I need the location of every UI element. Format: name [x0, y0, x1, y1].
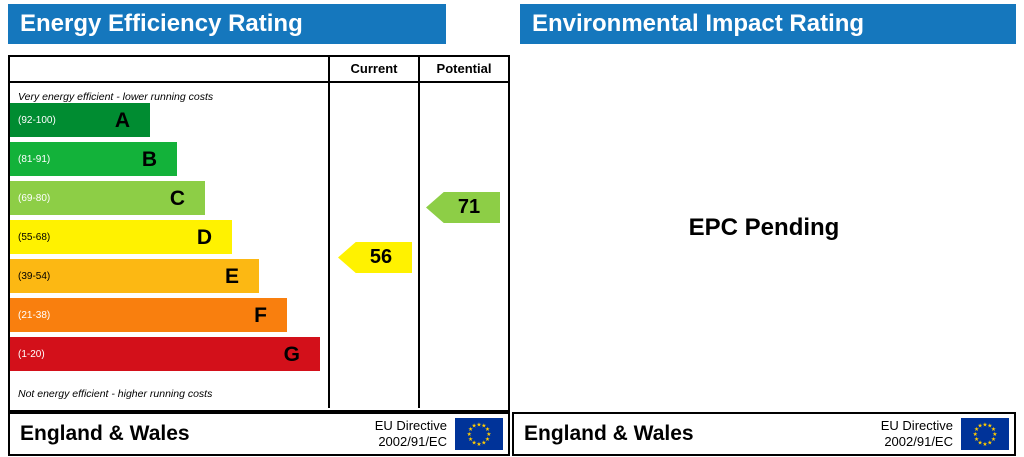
- potential-column-header: Potential: [418, 57, 508, 81]
- epc-pending-area: EPC Pending: [512, 44, 1016, 412]
- band-letter: C: [169, 186, 185, 210]
- svg-text:★: ★: [987, 423, 992, 430]
- region-label: England & Wales: [524, 422, 694, 445]
- svg-text:★: ★: [987, 439, 992, 446]
- energy-efficiency-panel: Energy Efficiency Rating Current Potenti…: [8, 4, 510, 456]
- eu-directive-line1: EU Directive: [880, 418, 953, 434]
- svg-text:★: ★: [992, 431, 997, 438]
- energy-efficiency-title: Energy Efficiency Rating: [20, 10, 303, 37]
- svg-text:★: ★: [978, 439, 983, 446]
- footer-left: England & Wales EU Directive 2002/91/EC …: [8, 412, 510, 456]
- band-range-label: (1-20): [18, 348, 45, 360]
- band-row-b: (81-91) B: [10, 142, 328, 176]
- potential-column: 71: [418, 83, 508, 408]
- potential-rating-value: 71: [457, 196, 481, 218]
- svg-text:★: ★: [476, 421, 481, 428]
- bands-header-cell: [10, 57, 328, 81]
- svg-text:★: ★: [468, 426, 473, 433]
- band-letter: G: [283, 342, 300, 366]
- epc-pending-message: EPC Pending: [688, 214, 840, 241]
- svg-text:★: ★: [974, 426, 979, 433]
- svg-text:★: ★: [476, 441, 481, 448]
- band-letter: E: [224, 264, 239, 288]
- eu-flag-icon: ★ ★★★★★★★★★★★: [961, 418, 1009, 450]
- band-row-a: (92-100) A: [10, 103, 328, 137]
- environmental-impact-title: Environmental Impact Rating: [532, 10, 865, 37]
- environmental-impact-title-bar: Environmental Impact Rating: [520, 4, 1016, 44]
- band-row-e: (39-54) E: [10, 259, 328, 293]
- svg-text:★: ★: [982, 441, 987, 448]
- band-bar-e: (39-54) E: [10, 259, 259, 293]
- svg-text:★: ★: [978, 423, 983, 430]
- band-bar-c: (69-80) C: [10, 181, 205, 215]
- region-label: England & Wales: [20, 422, 190, 445]
- svg-text:★: ★: [472, 439, 477, 446]
- rating-bands: (92-100) A (81-91) B (69-80) C (55-68) D (39-54)…: [10, 103, 328, 376]
- band-range-label: (39-54): [18, 270, 51, 282]
- svg-text:★: ★: [982, 421, 987, 428]
- svg-text:★: ★: [991, 426, 996, 433]
- eu-directive-line2: 2002/91/EC: [378, 434, 447, 449]
- eu-directive-line2: 2002/91/EC: [884, 434, 953, 449]
- energy-efficiency-chart: Current Potential Very energy efficient …: [8, 55, 510, 412]
- svg-text:★: ★: [472, 423, 477, 430]
- band-range-label: (81-91): [18, 153, 51, 165]
- chart-body: Very energy efficient - lower running co…: [10, 83, 508, 408]
- svg-text:★: ★: [481, 423, 486, 430]
- band-row-g: (1-20) G: [10, 337, 328, 371]
- band-letter: D: [196, 225, 212, 249]
- energy-efficiency-title-bar: Energy Efficiency Rating: [8, 4, 446, 44]
- band-range-label: (69-80): [18, 192, 51, 204]
- band-range-label: (21-38): [18, 309, 51, 321]
- eu-flag-icon: ★ ★★★★★★★★★★★: [455, 418, 503, 450]
- environmental-impact-panel: Environmental Impact Rating EPC Pending …: [512, 4, 1016, 456]
- current-column-header: Current: [328, 57, 418, 81]
- band-row-d: (55-68) D: [10, 220, 328, 254]
- band-range-label: (92-100): [18, 114, 56, 126]
- svg-text:★: ★: [485, 436, 490, 443]
- band-bar-b: (81-91) B: [10, 142, 177, 176]
- band-letter: F: [254, 303, 267, 327]
- bottom-note: Not energy efficient - higher running co…: [18, 388, 213, 400]
- band-bar-a: (92-100) A: [10, 103, 150, 137]
- current-rating-arrow: 56: [338, 242, 412, 273]
- potential-rating-arrow: 71: [426, 192, 500, 223]
- eu-directive-label: EU Directive 2002/91/EC: [881, 418, 953, 449]
- chart-header-row: Current Potential: [10, 57, 508, 83]
- band-letter: A: [114, 108, 130, 132]
- svg-text:★: ★: [973, 431, 978, 438]
- band-range-label: (55-68): [18, 231, 51, 243]
- svg-text:★: ★: [485, 426, 490, 433]
- band-bar-g: (1-20) G: [10, 337, 320, 371]
- current-rating-value: 56: [369, 246, 393, 268]
- eu-directive-line1: EU Directive: [374, 418, 447, 434]
- band-row-f: (21-38) F: [10, 298, 328, 332]
- band-row-c: (69-80) C: [10, 181, 328, 215]
- bands-cell: Very energy efficient - lower running co…: [10, 83, 328, 408]
- svg-text:★: ★: [974, 436, 979, 443]
- band-bar-f: (21-38) F: [10, 298, 287, 332]
- svg-text:★: ★: [486, 431, 491, 438]
- top-note: Very energy efficient - lower running co…: [18, 91, 214, 103]
- svg-text:★: ★: [991, 436, 996, 443]
- footer-right: England & Wales EU Directive 2002/91/EC …: [512, 412, 1016, 456]
- svg-text:★: ★: [467, 431, 472, 438]
- svg-text:★: ★: [481, 439, 486, 446]
- band-bar-d: (55-68) D: [10, 220, 232, 254]
- band-letter: B: [141, 147, 157, 171]
- eu-directive-label: EU Directive 2002/91/EC: [375, 418, 447, 449]
- current-column: 56: [328, 83, 418, 408]
- svg-text:★: ★: [468, 436, 473, 443]
